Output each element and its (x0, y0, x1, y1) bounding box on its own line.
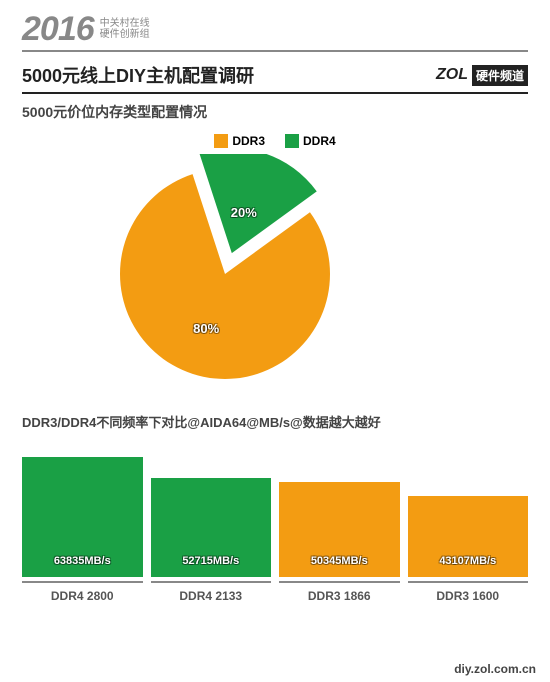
pie-svg (0, 154, 550, 394)
year-line: 2016 中关村在线 硬件创新组 (22, 12, 528, 46)
bar-col-2: 50345MB/s (279, 482, 400, 577)
bar-label-0: DDR4 2800 (22, 581, 143, 603)
brand: ZOL 硬件频道 (436, 65, 528, 86)
bar-2: 50345MB/s (279, 482, 400, 577)
pie-label-ddr4: 20% (231, 205, 257, 220)
page-title: 5000元线上DIY主机配置调研 (22, 62, 254, 88)
header-subline: 中关村在线 硬件创新组 (100, 18, 150, 41)
legend-item-ddr4: DDR4 (285, 134, 336, 148)
bar-chart: 63835MB/s 52715MB/s 50345MB/s 43107MB/s (0, 437, 550, 577)
bar-labels: DDR4 2800 DDR4 2133 DDR3 1866 DDR3 1600 (0, 577, 550, 603)
bar-section-title: DDR3/DDR4不同频率下对比@AIDA64@MB/s@数据越大越好 (0, 394, 550, 437)
bar-label-2: DDR3 1866 (279, 581, 400, 603)
bar-col-3: 43107MB/s (408, 496, 529, 577)
legend-swatch-ddr4 (285, 134, 299, 148)
bar-value-1: 52715MB/s (151, 555, 272, 567)
subline-1: 中关村在线 (100, 18, 150, 30)
pie-legend: DDR3 DDR4 (0, 122, 550, 154)
bar-value-0: 63835MB/s (22, 555, 143, 567)
title-row: 5000元线上DIY主机配置调研 ZOL 硬件频道 (0, 52, 550, 92)
bar-col-0: 63835MB/s (22, 457, 143, 577)
bar-0: 63835MB/s (22, 457, 143, 577)
footer-url: diy.zol.com.cn (454, 662, 536, 676)
year-text: 2016 (22, 12, 94, 46)
brand-chip: 硬件频道 (472, 65, 528, 86)
pie-chart: 80% 20% (0, 154, 550, 394)
legend-label-ddr4: DDR4 (303, 134, 336, 148)
bar-col-1: 52715MB/s (151, 478, 272, 577)
header: 2016 中关村在线 硬件创新组 (0, 0, 550, 52)
pie-section-title: 5000元价位内存类型配置情况 (0, 94, 550, 122)
subline-2: 硬件创新组 (100, 29, 150, 41)
brand-zol: ZOL (436, 66, 468, 84)
bar-3: 43107MB/s (408, 496, 529, 577)
legend-label-ddr3: DDR3 (232, 134, 265, 148)
bar-label-1: DDR4 2133 (151, 581, 272, 603)
bar-label-3: DDR3 1600 (408, 581, 529, 603)
bar-1: 52715MB/s (151, 478, 272, 577)
bar-value-2: 50345MB/s (279, 555, 400, 567)
legend-swatch-ddr3 (214, 134, 228, 148)
pie-label-ddr3: 80% (193, 321, 219, 336)
bar-value-3: 43107MB/s (408, 555, 529, 567)
legend-item-ddr3: DDR3 (214, 134, 265, 148)
